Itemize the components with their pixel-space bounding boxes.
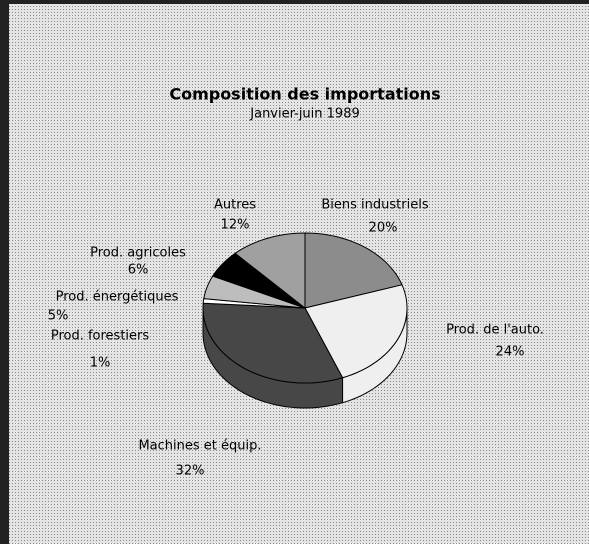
slice-label: Prod. agricoles xyxy=(90,246,186,261)
left-border xyxy=(0,0,9,544)
slice-value-label: 24% xyxy=(496,345,525,360)
top-border xyxy=(0,0,589,4)
slice-label: Machines et équip. xyxy=(138,439,261,454)
slice xyxy=(234,232,306,310)
slice-label: Prod. de l'auto. xyxy=(446,323,544,338)
slice-value-label: 1% xyxy=(90,356,111,371)
slice-label: Biens industriels xyxy=(321,198,428,213)
slice-value-label: 5% xyxy=(48,309,69,324)
slice xyxy=(211,252,306,309)
slice-label: Autres xyxy=(214,198,256,213)
slice xyxy=(202,302,344,384)
chart-title: Composition des importations xyxy=(169,85,440,104)
labels: Biens industriels 20% Prod. de l'auto. 24% M… xyxy=(48,198,544,479)
slice-label: Prod. énergétiques xyxy=(56,290,179,305)
slice-value-label: 6% xyxy=(128,263,149,278)
slice xyxy=(203,275,306,309)
chart-subtitle: Janvier-juin 1989 xyxy=(249,107,359,122)
slice-value-label: 32% xyxy=(176,464,205,479)
slice-value-label: 20% xyxy=(369,221,398,236)
slice xyxy=(304,232,403,309)
pie xyxy=(202,232,408,409)
slice-label: Prod. forestiers xyxy=(51,329,150,344)
slice-value-label: 12% xyxy=(221,218,250,233)
